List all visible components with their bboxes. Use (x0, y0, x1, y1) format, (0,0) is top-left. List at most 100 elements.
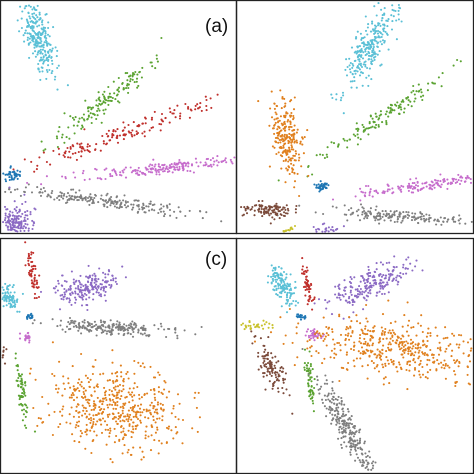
cluster-0-point (286, 300, 289, 303)
cluster-0-point (377, 22, 380, 25)
cluster-3-point (419, 212, 422, 215)
cluster-0-point (397, 13, 400, 16)
cluster-4-point (70, 321, 73, 324)
cluster-4-point (60, 194, 63, 197)
cluster-3-point (184, 164, 187, 167)
cluster-0-point (272, 267, 275, 270)
cluster-2-point (205, 98, 208, 102)
cluster-3-point (81, 172, 84, 175)
cluster-8-point (111, 349, 114, 352)
cluster-0-point (39, 48, 42, 51)
cluster-0-point (26, 19, 29, 22)
cluster-8-point (123, 444, 126, 447)
cluster-6-point (426, 358, 429, 361)
cluster-6-point (444, 364, 447, 367)
cluster-2-point (372, 279, 375, 282)
cluster-8-point (90, 426, 93, 429)
cluster-3-point (369, 207, 372, 210)
cluster-4-point (205, 211, 208, 214)
cluster-7-point (24, 394, 27, 397)
cluster-3-point (136, 169, 139, 172)
cluster-2-point (92, 288, 95, 291)
cluster-6-point (332, 338, 335, 341)
cluster-8-point (165, 441, 168, 445)
cluster-2-point (359, 199, 362, 202)
cluster-6-point (444, 326, 447, 329)
cluster-8-point (156, 403, 159, 406)
cluster-0-point (45, 40, 48, 43)
cluster-6-point (413, 368, 417, 371)
cluster-9-point (330, 408, 333, 411)
cluster-1-point (326, 146, 329, 149)
cluster-3-point (439, 216, 442, 219)
cluster-0-point (353, 70, 356, 73)
cluster-0-point (45, 68, 48, 72)
cluster-4-point (277, 141, 280, 144)
cluster-2-point (392, 265, 395, 268)
cluster-8-point (170, 429, 173, 432)
cluster-0-point (367, 58, 371, 61)
cluster-0-point (32, 267, 35, 270)
cluster-1-point (402, 111, 406, 114)
cluster-2-point (99, 293, 102, 296)
cluster-6-point (17, 214, 20, 217)
cluster-9-point (349, 448, 353, 451)
cluster-6-point (325, 325, 328, 329)
cluster-2-point (364, 195, 367, 198)
cluster-9-point (337, 437, 340, 440)
cluster-1-point (313, 296, 316, 299)
cluster-3-point (151, 171, 154, 174)
cluster-7-point (273, 364, 276, 367)
cluster-8-point (152, 419, 155, 422)
cluster-2-point (421, 182, 424, 185)
cluster-6-point (373, 367, 376, 370)
cluster-0-point (28, 264, 31, 267)
cluster-8-point (139, 446, 142, 449)
cluster-0-point (28, 56, 31, 59)
cluster-8-point (175, 432, 178, 435)
cluster-6-point (381, 313, 385, 316)
cluster-8-point (115, 420, 118, 423)
cluster-2-point (112, 279, 115, 282)
cluster-9-point (353, 433, 356, 436)
cluster-4-point (51, 318, 54, 321)
cluster-6-point (429, 348, 432, 352)
cluster-6-point (416, 344, 419, 347)
cluster-4-point (72, 325, 75, 328)
cluster-2-point (344, 293, 347, 296)
cluster-8-point (113, 441, 116, 444)
cluster-1-point (387, 106, 390, 109)
cluster-1-point (421, 98, 424, 102)
cluster-4-point (165, 335, 168, 339)
cluster-0-point (55, 55, 58, 58)
cluster-6-point (388, 382, 391, 385)
cluster-0-point (23, 40, 26, 43)
cluster-6-point (418, 355, 421, 358)
cluster-0-point (273, 271, 276, 274)
cluster-4-point (290, 125, 293, 129)
cluster-2-point (88, 276, 92, 279)
cluster-4-point (299, 318, 303, 321)
cluster-3-point (374, 208, 377, 211)
cluster-9-point (349, 418, 352, 421)
cluster-1-point (15, 299, 18, 302)
cluster-6-point (293, 364, 296, 367)
cluster-6-point (26, 223, 29, 226)
cluster-8-point (108, 379, 111, 382)
cluster-4-point (275, 117, 278, 120)
cluster-6-point (378, 338, 381, 341)
cluster-1-point (61, 133, 64, 136)
cluster-6-point (333, 343, 336, 346)
cluster-3-point (436, 218, 439, 221)
cluster-4-point (131, 208, 134, 211)
cluster-8-point (77, 425, 80, 428)
cluster-7-point (267, 351, 270, 354)
cluster-3-point (88, 178, 91, 181)
cluster-4-point (179, 210, 182, 213)
cluster-8-point (103, 420, 107, 423)
cluster-6-point (400, 368, 403, 371)
cluster-3-point (158, 173, 161, 176)
cluster-8-point (106, 423, 109, 426)
cluster-8-point (70, 394, 73, 397)
cluster-8-point (109, 458, 112, 461)
